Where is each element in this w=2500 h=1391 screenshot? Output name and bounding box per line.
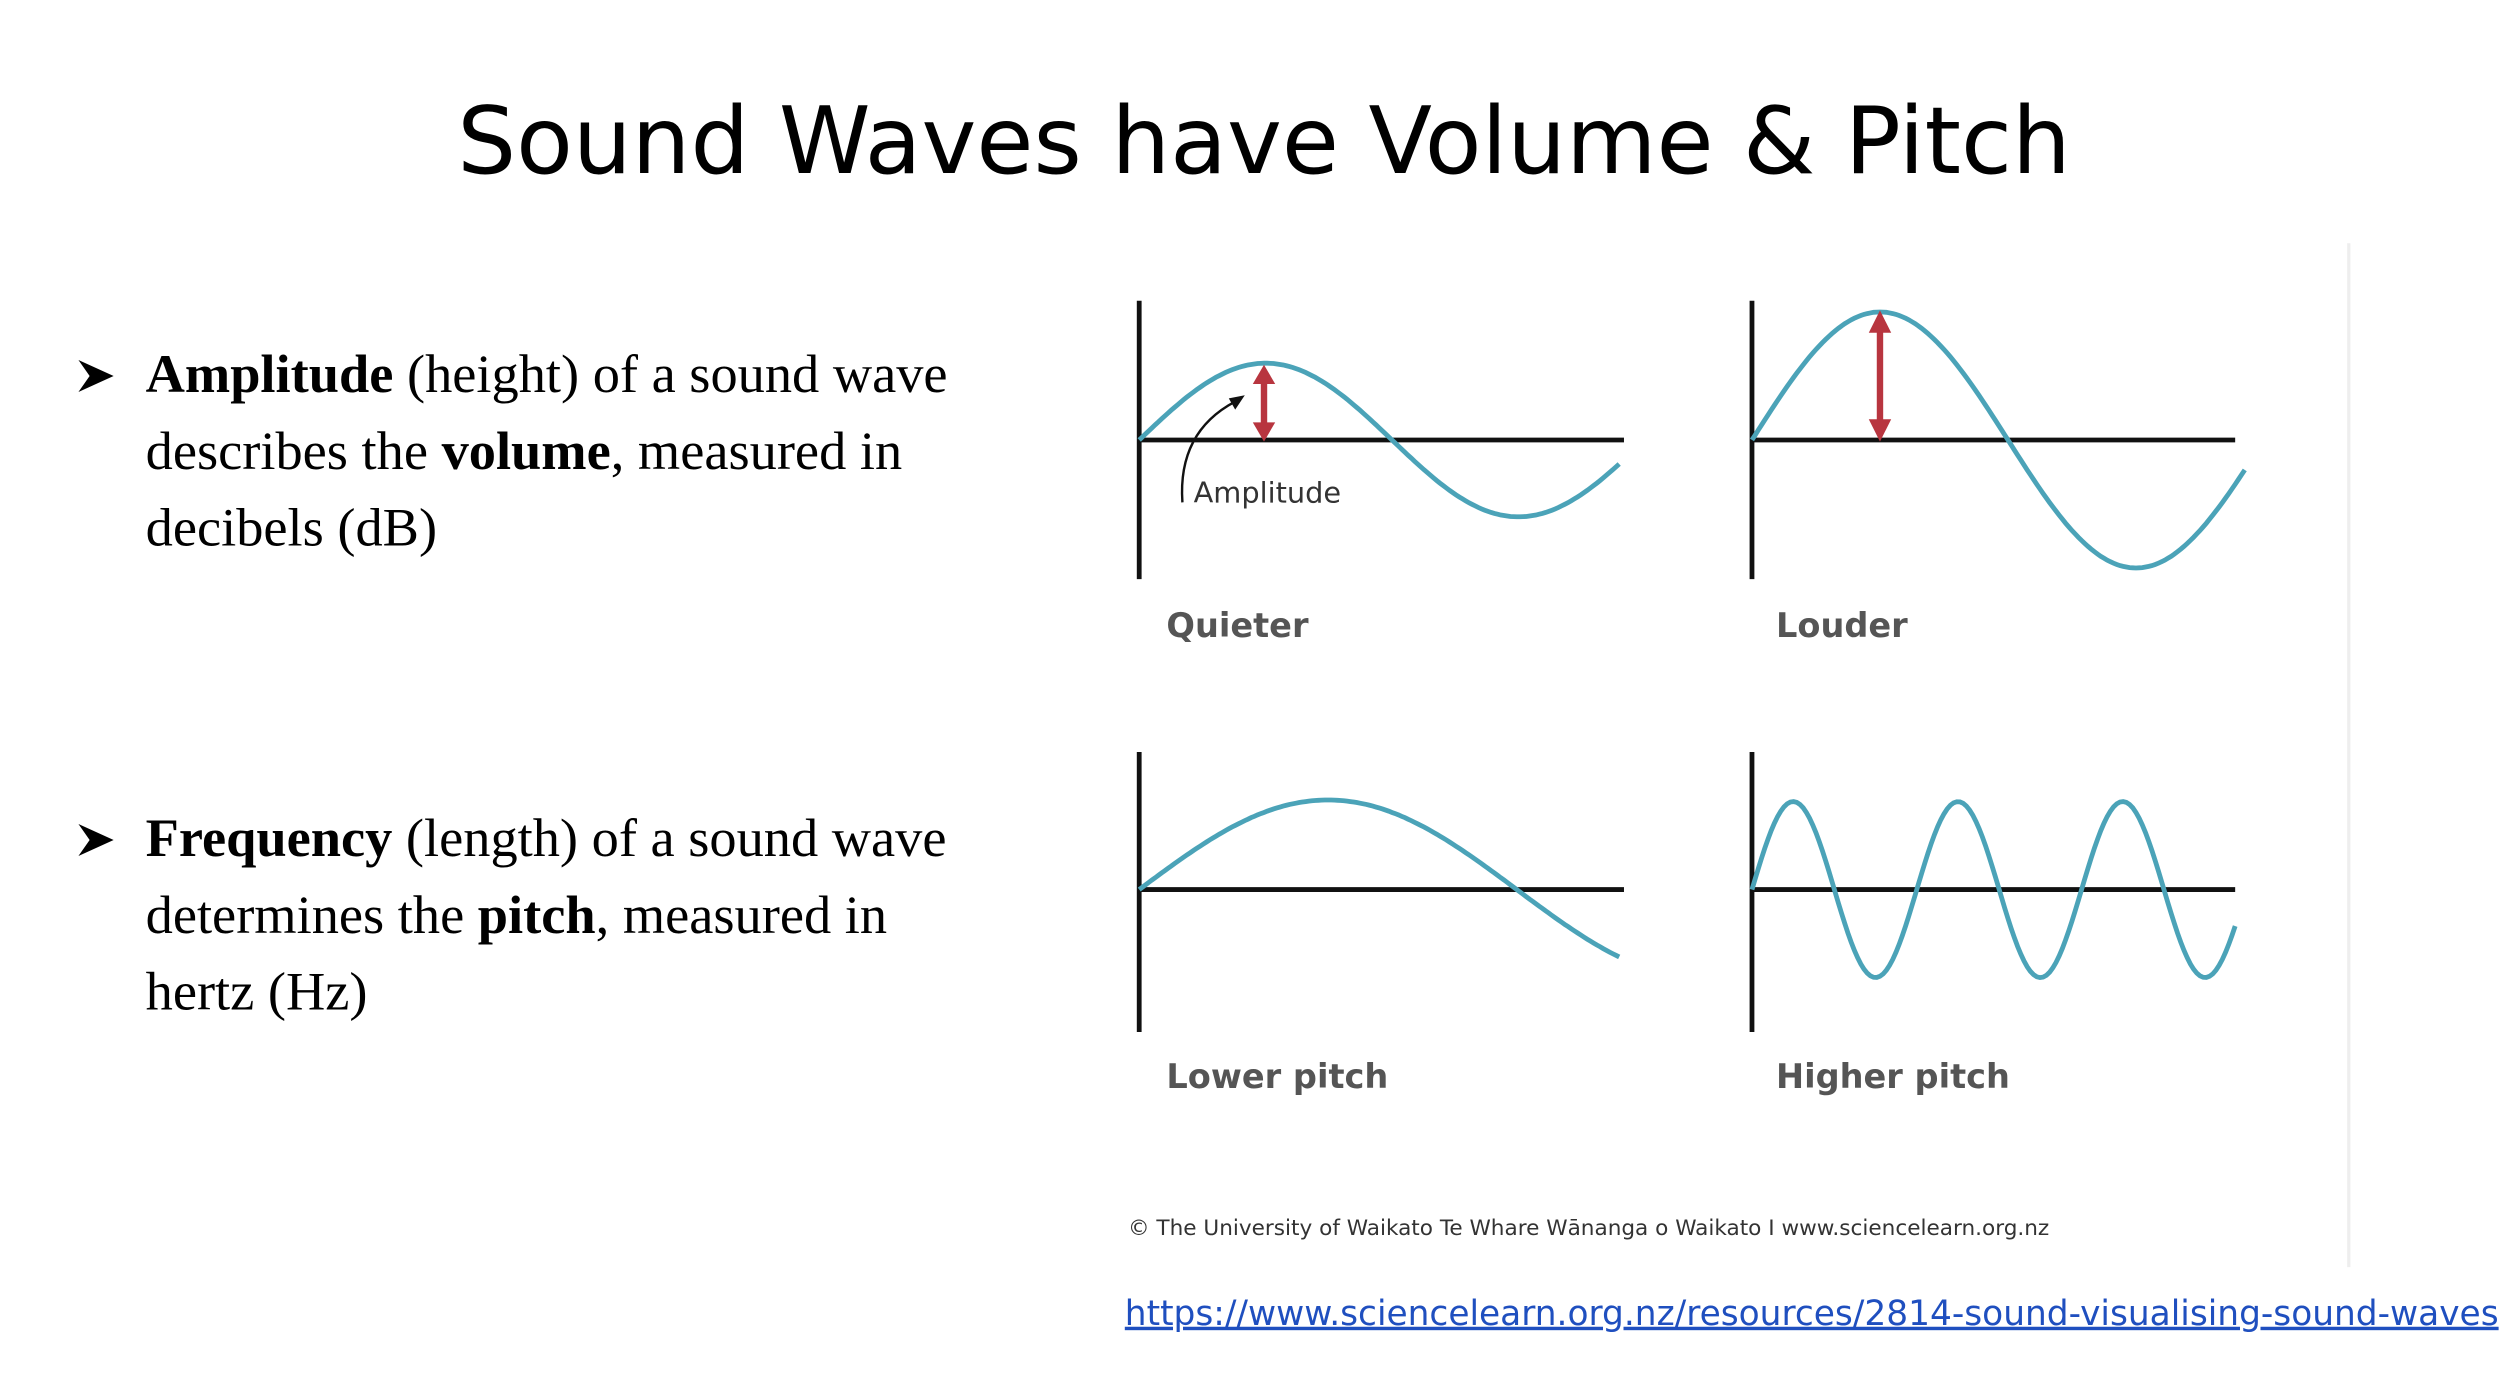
amplitude-label: Amplitude — [1194, 475, 1341, 509]
wave-panels — [1136, 300, 2247, 1032]
bullet-line: hertz (Hz) — [146, 962, 368, 1022]
text-run: describes the — [146, 421, 442, 481]
panel-label: Louder — [1776, 606, 1908, 645]
source-link[interactable]: https://www.sciencelearn.org.nz/resource… — [1125, 1294, 2499, 1334]
bullet-list: Amplitude (height) of a sound wave descri… — [78, 344, 948, 1022]
bold-term: Frequency — [146, 808, 393, 868]
bullet-line: Frequency (length) of a sound wave — [146, 808, 947, 868]
sound-wave — [1137, 360, 1621, 520]
arrow-head — [1252, 422, 1276, 442]
sound-wave — [1137, 797, 1621, 960]
pointer-arrow — [1180, 400, 1236, 503]
arrow-head — [1868, 310, 1892, 333]
panel-label: Lower pitch — [1166, 1057, 1388, 1096]
text-run: (height) of a sound wave — [393, 344, 947, 404]
text-run: , measured in — [596, 885, 887, 945]
text-run: hertz (Hz) — [146, 962, 368, 1022]
credit: © The University of Waikato Te Whare Wān… — [1128, 1216, 2049, 1241]
sound-wave — [1749, 309, 2247, 571]
bullet-line: determines the pitch, measured in — [146, 885, 887, 945]
bullet-line: Amplitude (height) of a sound wave — [146, 344, 948, 404]
text-run: decibels (dB) — [146, 498, 437, 558]
figure-background — [1120, 243, 2349, 1268]
figure: Amplitude Quieter Louder Lower pitch Hig… — [1120, 243, 2351, 1268]
bullet-arrow — [78, 823, 114, 856]
bold-term: pitch — [478, 885, 596, 945]
bullet-line: describes the volume, measured in — [146, 421, 903, 481]
panel-label: Quieter — [1166, 606, 1309, 645]
arrow-head — [1252, 364, 1276, 384]
arrow-head — [1228, 395, 1245, 410]
bold-term: volume — [442, 421, 611, 481]
text-run: determines the — [146, 885, 478, 945]
panel-label: Higher pitch — [1776, 1057, 2010, 1096]
bullet-line: decibels (dB) — [146, 498, 437, 558]
bullet-arrow — [78, 359, 114, 392]
text-run: (length) of a sound wave — [392, 808, 946, 868]
bold-term: Amplitude — [146, 344, 394, 404]
sound-wave — [1749, 799, 2238, 981]
arrow-head — [1868, 419, 1892, 442]
text-run: , measured in — [611, 421, 902, 481]
title: Sound Waves have Volume & Pitch — [457, 87, 2071, 195]
